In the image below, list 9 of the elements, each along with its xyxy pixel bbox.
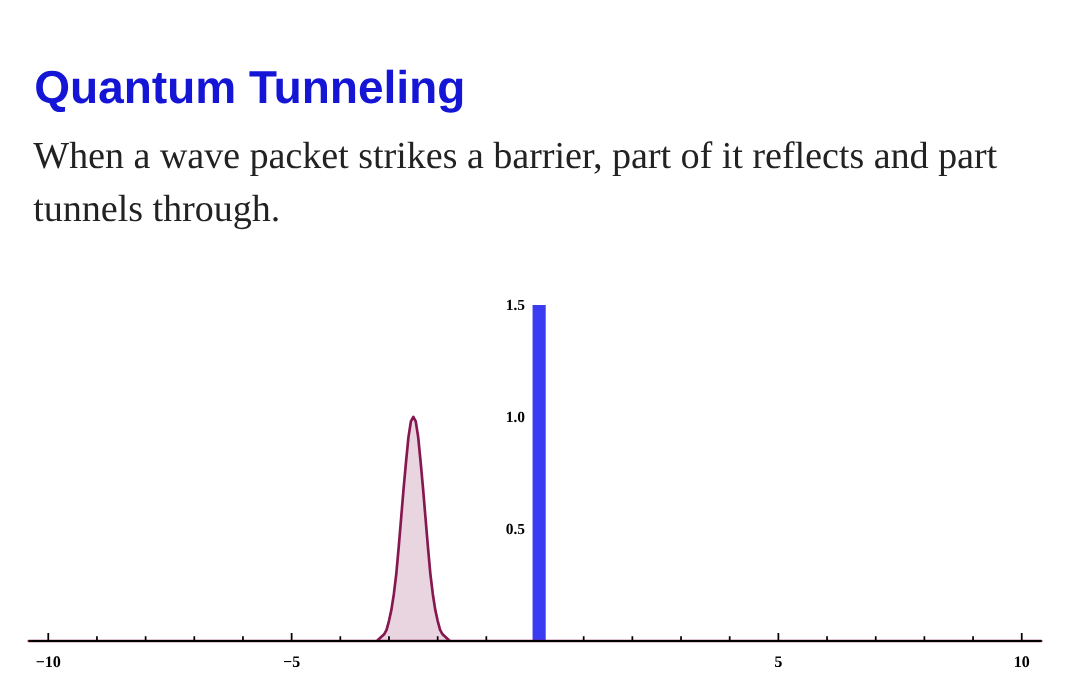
chart-title: Quantum Tunneling	[36, 69, 463, 113]
x-tick-label: −10	[36, 656, 61, 668]
y-tick-label: 1.0	[507, 411, 525, 423]
y-tick-label: 1.5	[507, 299, 525, 311]
x-tick-label: 10	[1015, 656, 1030, 668]
x-tick-label: 5	[775, 656, 782, 667]
chart-subtitle: When a wave packet strikes a barrier, part of it reflects and part tunnels through.	[33, 141, 997, 230]
y-tick-label: 0.5	[506, 523, 525, 535]
x-tick-label: −5	[283, 656, 300, 667]
